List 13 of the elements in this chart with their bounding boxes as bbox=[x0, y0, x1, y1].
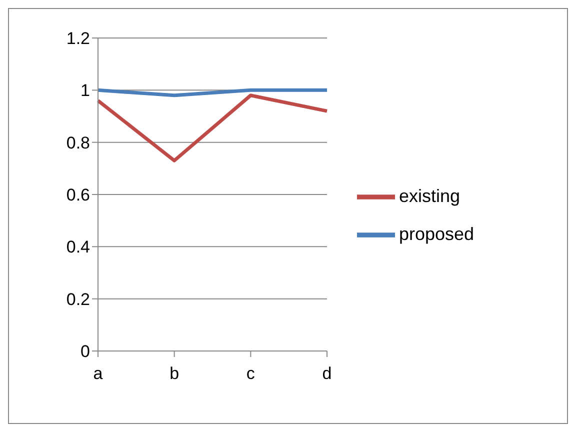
y-tick-label: 1.2 bbox=[66, 29, 90, 48]
legend-label: existing bbox=[399, 186, 460, 206]
y-tick-label: 0.2 bbox=[66, 290, 90, 309]
x-tick-label: c bbox=[246, 364, 256, 384]
y-tick-label: 0.4 bbox=[66, 238, 90, 257]
legend-label: proposed bbox=[399, 224, 474, 244]
x-tick-label: d bbox=[322, 364, 332, 384]
y-tick-label: 0.6 bbox=[66, 186, 90, 205]
y-tick-label: 0 bbox=[80, 342, 90, 362]
x-tick-label: a bbox=[93, 364, 104, 384]
y-tick-label: 1 bbox=[80, 81, 90, 100]
y-tick-label: 0.8 bbox=[66, 133, 90, 152]
x-tick-label: b bbox=[170, 364, 180, 384]
